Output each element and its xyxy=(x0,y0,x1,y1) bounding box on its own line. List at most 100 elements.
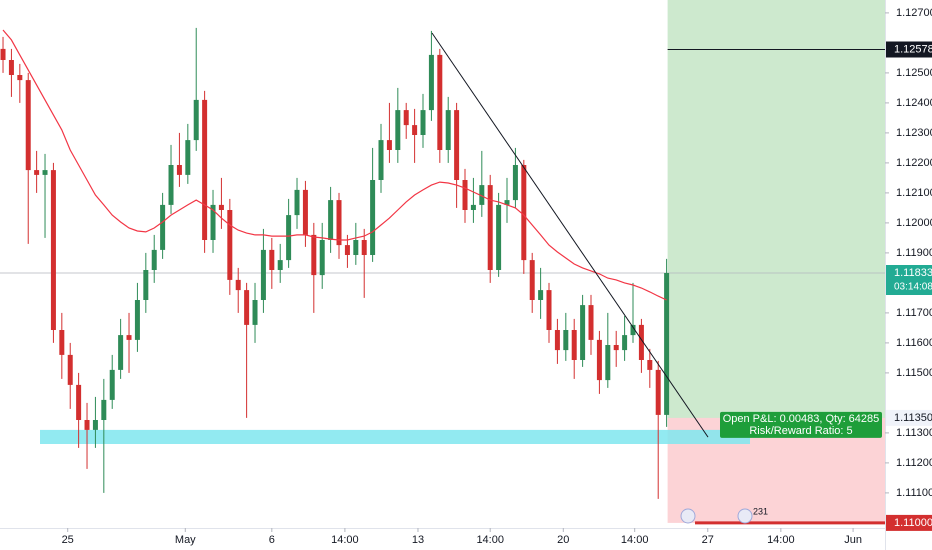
candle-body xyxy=(454,110,460,180)
candle-body xyxy=(59,330,65,355)
stop-tag-box xyxy=(886,514,932,531)
plot: Open P&L: 0.00483, Qty: 64285Risk/Reward… xyxy=(0,27,882,524)
position-label-box xyxy=(720,411,882,438)
candle-body xyxy=(260,249,266,300)
event-label: 231 xyxy=(753,506,768,516)
candle-body xyxy=(92,420,98,430)
candle-body xyxy=(386,140,392,150)
candle-body xyxy=(504,200,510,205)
x-tick-label: May xyxy=(175,534,196,546)
candle-body xyxy=(311,234,317,276)
candle-body xyxy=(235,279,241,291)
candle-body xyxy=(512,165,518,201)
candle-body xyxy=(294,189,300,216)
candle-body xyxy=(319,240,325,276)
target-tag-box xyxy=(886,41,932,58)
x-tick-label: 14:00 xyxy=(621,534,649,546)
candle-body xyxy=(605,345,611,381)
y-tick-label: 1.12700 xyxy=(896,7,932,19)
candle-body xyxy=(361,240,367,255)
candle-body xyxy=(344,245,350,255)
candle-body xyxy=(109,369,115,400)
candle-body xyxy=(244,290,250,325)
candle-body xyxy=(286,215,292,261)
candle-body xyxy=(76,384,82,420)
candle-body xyxy=(470,204,476,210)
y-tick-label: 1.12400 xyxy=(896,97,932,109)
candle-body xyxy=(151,249,157,270)
candle-body xyxy=(428,54,434,111)
zones xyxy=(0,0,885,525)
candle-body xyxy=(160,204,166,250)
x-tick-label: 6 xyxy=(269,534,275,546)
y-tick-label: 1.11300 xyxy=(896,427,932,439)
candle-body xyxy=(67,354,73,385)
candle-body xyxy=(101,399,107,420)
candle-body xyxy=(0,48,6,60)
target-tag-label: 1.12578 xyxy=(894,43,932,55)
x-tick-label: 27 xyxy=(702,534,714,546)
candle-body xyxy=(588,305,594,340)
candle-body xyxy=(529,260,535,300)
x-tick-label: 14:00 xyxy=(476,534,504,546)
candle-body xyxy=(210,204,216,240)
candle-body xyxy=(437,54,443,150)
y-tick-label: 1.11700 xyxy=(896,307,932,319)
last-price-tag-box xyxy=(886,265,932,295)
y-tick-label: 1.12100 xyxy=(896,187,932,199)
candle-body xyxy=(168,165,174,205)
candle-body xyxy=(395,110,401,150)
candle-body xyxy=(479,185,485,205)
candle-body xyxy=(269,249,275,270)
x-tick-label: 25 xyxy=(62,534,74,546)
candle-body xyxy=(664,273,670,415)
candle-body xyxy=(420,110,426,135)
y-tick-label: 1.11900 xyxy=(896,247,932,259)
y-tick-label: 1.11100 xyxy=(896,487,932,499)
candle-body xyxy=(538,290,544,300)
y-tick-label: 1.11500 xyxy=(896,367,932,379)
x-tick-label: 20 xyxy=(557,534,569,546)
y-tick-label: 1.12500 xyxy=(896,67,932,79)
candle-body xyxy=(84,420,90,430)
candle-body xyxy=(8,60,14,75)
countdown: 03:14:08 xyxy=(894,282,932,293)
candle-body xyxy=(630,324,636,336)
candle-body xyxy=(655,369,661,415)
support-zone xyxy=(40,429,750,444)
candle-body xyxy=(622,335,628,351)
candle-body xyxy=(143,270,149,300)
candle-body xyxy=(353,240,359,255)
event-icon xyxy=(737,508,753,524)
candle-body xyxy=(227,210,233,280)
entry-tag-label: 1.11350 xyxy=(894,412,932,424)
candle-body xyxy=(34,170,40,175)
candle-body xyxy=(202,99,208,241)
axes: 1.12700 1.12500 1.12400 1.12300 1.12200 1.121… xyxy=(62,7,932,546)
candle-body xyxy=(218,204,224,210)
y-tick-label: 1.12300 xyxy=(896,127,932,139)
candle-body xyxy=(118,335,124,370)
y-tick-label: 1.12000 xyxy=(896,217,932,229)
candle-body xyxy=(336,200,342,246)
event-icon xyxy=(680,508,696,524)
candle-body xyxy=(176,165,182,175)
candle-body xyxy=(185,140,191,175)
candle-body xyxy=(445,110,451,150)
candle-body xyxy=(521,165,527,261)
x-tick-label: 13 xyxy=(412,534,424,546)
candle-body xyxy=(126,335,132,340)
candle-body xyxy=(403,110,409,126)
candle-body xyxy=(25,80,31,171)
stop-tag-label: 1.11000 xyxy=(894,517,932,529)
candle-body xyxy=(596,339,602,381)
candle-body xyxy=(370,180,376,255)
candle-body xyxy=(580,305,586,360)
trendline xyxy=(431,32,709,438)
y-tick-label: 1.12200 xyxy=(896,157,932,169)
candle-body xyxy=(647,360,653,370)
y-tick-label: 1.11600 xyxy=(896,337,932,349)
candle-body xyxy=(613,345,619,351)
